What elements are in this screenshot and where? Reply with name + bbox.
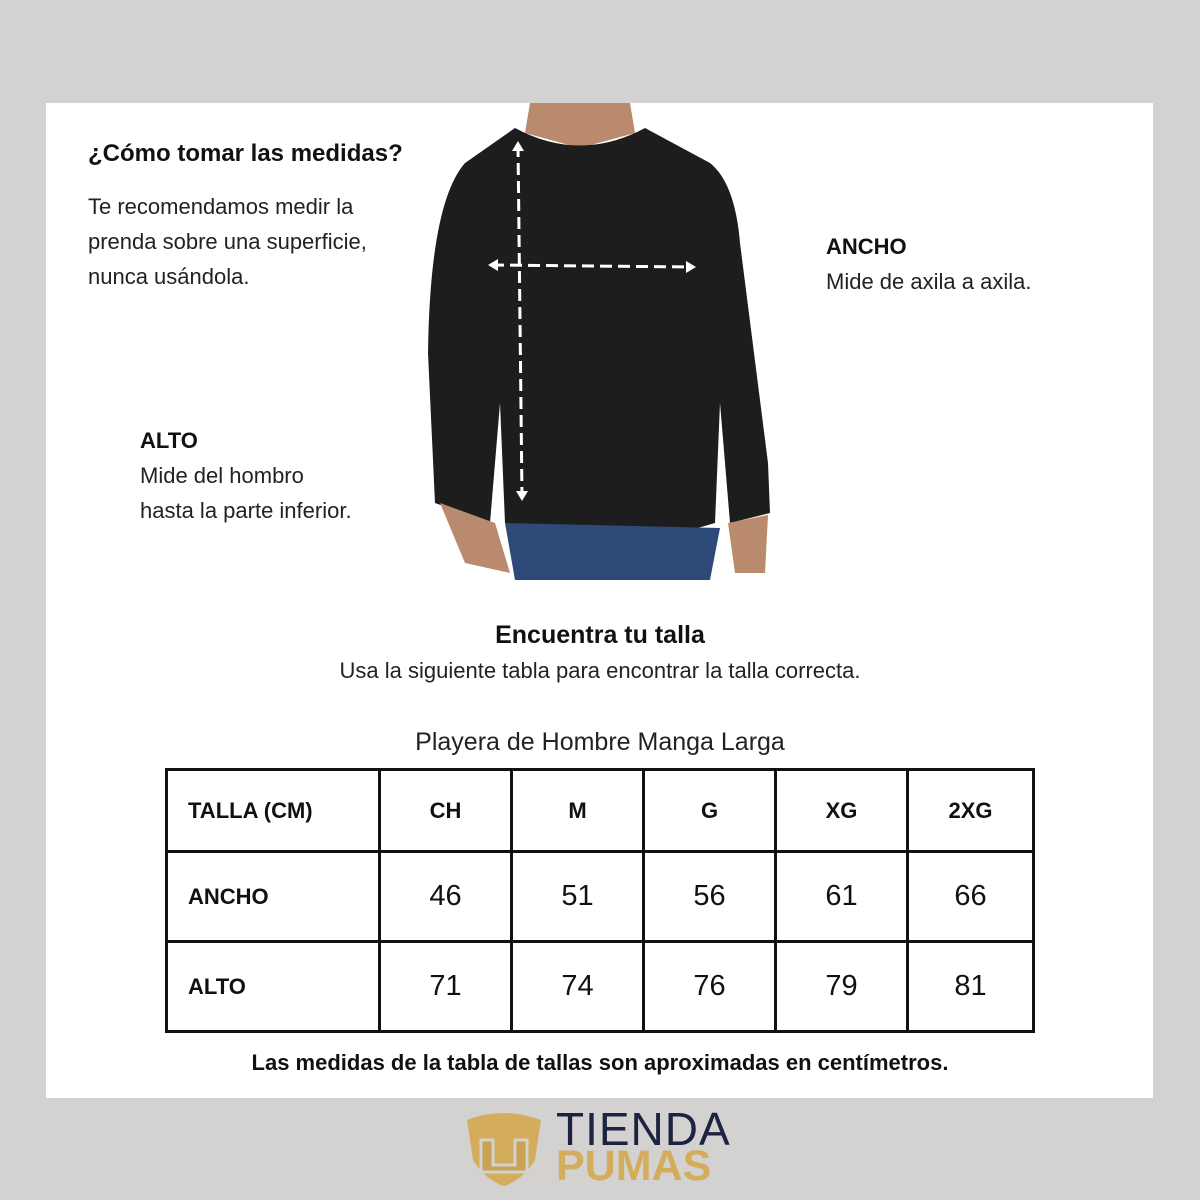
row-label: ALTO [165,940,381,1033]
howto-line: Te recomendamos medir la [88,194,354,219]
howto-title: ¿Cómo tomar las medidas? [88,140,403,167]
logo-text-tienda: TIENDA [556,1103,731,1155]
shirt-model-image [428,103,770,580]
table-cell: 74 [510,940,645,1033]
alto-desc: Mide del hombro hasta la parte inferior. [140,458,352,528]
header-cell: CH [378,768,513,853]
table-cell: 79 [774,940,909,1033]
header-cell: 2XG [906,768,1035,853]
table-row: ANCHO 46 51 56 61 66 [165,850,1035,943]
alto-measure-line [516,144,524,497]
table-header-row: TALLA (CM) CH M G XG 2XG [165,768,1035,853]
shirt-shape [428,128,770,539]
table-cell: 76 [642,940,777,1033]
table-cell: 66 [906,850,1035,943]
header-cell: TALLA (CM) [165,768,381,853]
ancho-desc: Mide de axila a axila. [826,269,1032,294]
table-cell: 56 [642,850,777,943]
howto-text: Te recomendamos medir la prenda sobre un… [88,189,367,294]
header-cell: M [510,768,645,853]
table-cell: 71 [378,940,513,1033]
alto-line: hasta la parte inferior. [140,498,352,523]
jeans [505,523,720,580]
table-caption: Playera de Hombre Manga Larga [415,728,785,756]
ancho-label: ANCHO [826,234,907,259]
row-label: ANCHO [165,850,381,943]
pumas-logo-icon [467,1113,541,1186]
table-note: Las medidas de la tabla de tallas son ap… [251,1050,949,1075]
find-title: Encuentra tu talla [495,621,705,649]
howto-line: nunca usándola. [88,264,250,289]
table-cell: 61 [774,850,909,943]
size-table: TALLA (CM) CH M G XG 2XG ANCHO 46 51 56 … [165,768,1035,1033]
header-cell: G [642,768,777,853]
alto-label: ALTO [140,428,198,453]
ancho-measure-line [491,263,693,269]
neck-skin [525,103,635,148]
table-cell: 51 [510,850,645,943]
table-cell: 81 [906,940,1035,1033]
find-subtitle: Usa la siguiente tabla para encontrar la… [339,658,861,683]
logo-text-pumas: PUMAS [556,1142,712,1190]
howto-line: prenda sobre una superficie, [88,229,367,254]
table-row: ALTO 71 74 76 79 81 [165,940,1035,1033]
header-cell: XG [774,768,909,853]
table-cell: 46 [378,850,513,943]
alto-line: Mide del hombro [140,463,304,488]
